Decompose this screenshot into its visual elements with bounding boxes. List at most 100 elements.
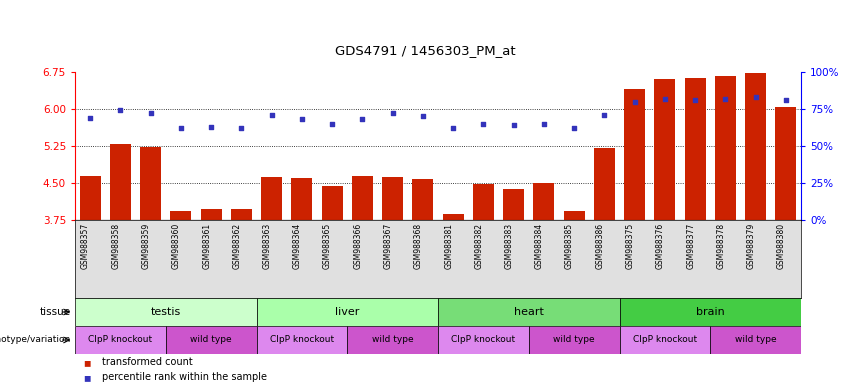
Bar [473, 184, 494, 220]
Text: heart: heart [514, 307, 544, 317]
Text: transformed count: transformed count [102, 358, 193, 367]
Bar [745, 73, 766, 220]
Text: GSM988382: GSM988382 [474, 223, 483, 269]
Bar [563, 211, 585, 220]
Text: percentile rank within the sample: percentile rank within the sample [102, 372, 267, 382]
Bar [170, 211, 191, 220]
Point [658, 96, 671, 102]
Bar [438, 326, 528, 354]
Text: GSM988358: GSM988358 [111, 223, 120, 269]
Point [749, 94, 762, 100]
Text: GSM988378: GSM988378 [717, 223, 725, 269]
Point [325, 121, 339, 127]
Point [628, 99, 642, 105]
Text: GSM988375: GSM988375 [625, 223, 635, 269]
Text: GSM988363: GSM988363 [263, 223, 271, 269]
Bar [322, 187, 343, 220]
Bar [79, 175, 100, 220]
Bar [715, 76, 736, 220]
Bar [166, 326, 256, 354]
Bar [534, 183, 555, 220]
Text: wild type: wild type [553, 336, 595, 344]
Point [204, 124, 218, 130]
Text: GSM988379: GSM988379 [746, 223, 756, 269]
Text: GSM988376: GSM988376 [656, 223, 665, 269]
Bar [620, 298, 801, 326]
Text: brain: brain [696, 307, 724, 317]
Bar [351, 176, 373, 220]
Point [83, 115, 97, 121]
Text: GSM988385: GSM988385 [565, 223, 574, 269]
Text: GSM988366: GSM988366 [353, 223, 363, 269]
Point [235, 125, 248, 131]
Point [386, 110, 399, 116]
Text: GSM988386: GSM988386 [596, 223, 604, 269]
Point [446, 125, 460, 131]
Text: ClpP knockout: ClpP knockout [451, 336, 516, 344]
Point [356, 116, 369, 122]
Bar [684, 78, 705, 220]
Bar [256, 298, 438, 326]
Point [779, 97, 792, 103]
Point [174, 125, 188, 131]
Point [597, 112, 611, 118]
Text: genotype/variation: genotype/variation [0, 336, 71, 344]
Point [718, 96, 732, 102]
Text: liver: liver [335, 307, 359, 317]
Text: GSM988357: GSM988357 [81, 223, 90, 269]
Point [113, 108, 127, 114]
Text: GSM988359: GSM988359 [141, 223, 151, 269]
Bar [624, 89, 645, 220]
Text: GSM988368: GSM988368 [414, 223, 423, 269]
Text: GDS4791 / 1456303_PM_at: GDS4791 / 1456303_PM_at [335, 44, 516, 56]
Text: GSM988380: GSM988380 [777, 223, 785, 269]
Bar [503, 189, 524, 220]
Bar [594, 149, 615, 220]
Bar [711, 326, 801, 354]
Point [688, 97, 702, 103]
Text: GSM988364: GSM988364 [293, 223, 302, 269]
Text: GSM988360: GSM988360 [172, 223, 181, 269]
Text: ClpP knockout: ClpP knockout [633, 336, 697, 344]
Bar [528, 326, 620, 354]
Text: GSM988362: GSM988362 [232, 223, 242, 269]
Bar [110, 144, 131, 220]
Bar [256, 326, 347, 354]
Bar [412, 179, 433, 220]
Text: tissue: tissue [40, 307, 71, 317]
Bar [261, 177, 283, 220]
Point [568, 125, 581, 131]
Bar [291, 177, 312, 220]
Text: wild type: wild type [734, 336, 776, 344]
Text: GSM988377: GSM988377 [686, 223, 695, 269]
Bar [347, 326, 438, 354]
Point [295, 116, 309, 122]
Text: GSM988361: GSM988361 [203, 223, 211, 269]
Text: ◼: ◼ [83, 373, 91, 382]
Text: GSM988381: GSM988381 [444, 223, 453, 269]
Text: GSM988365: GSM988365 [323, 223, 332, 269]
Bar [75, 326, 166, 354]
Bar [443, 214, 464, 220]
Bar [654, 79, 676, 220]
Point [477, 121, 490, 127]
Text: GSM988384: GSM988384 [535, 223, 544, 269]
Bar [231, 209, 252, 220]
Text: ClpP knockout: ClpP knockout [89, 336, 152, 344]
Bar [382, 177, 403, 220]
Bar [438, 298, 620, 326]
Bar [620, 326, 711, 354]
Bar [140, 147, 161, 220]
Text: GSM988383: GSM988383 [505, 223, 514, 269]
Text: wild type: wild type [372, 336, 414, 344]
Point [144, 110, 157, 116]
Bar [201, 209, 222, 220]
Point [416, 113, 430, 119]
Text: ClpP knockout: ClpP knockout [270, 336, 334, 344]
Point [537, 121, 551, 127]
Point [265, 112, 278, 118]
Text: ◼: ◼ [83, 358, 91, 367]
Text: GSM988367: GSM988367 [384, 223, 392, 269]
Text: testis: testis [151, 307, 181, 317]
Text: wild type: wild type [191, 336, 232, 344]
